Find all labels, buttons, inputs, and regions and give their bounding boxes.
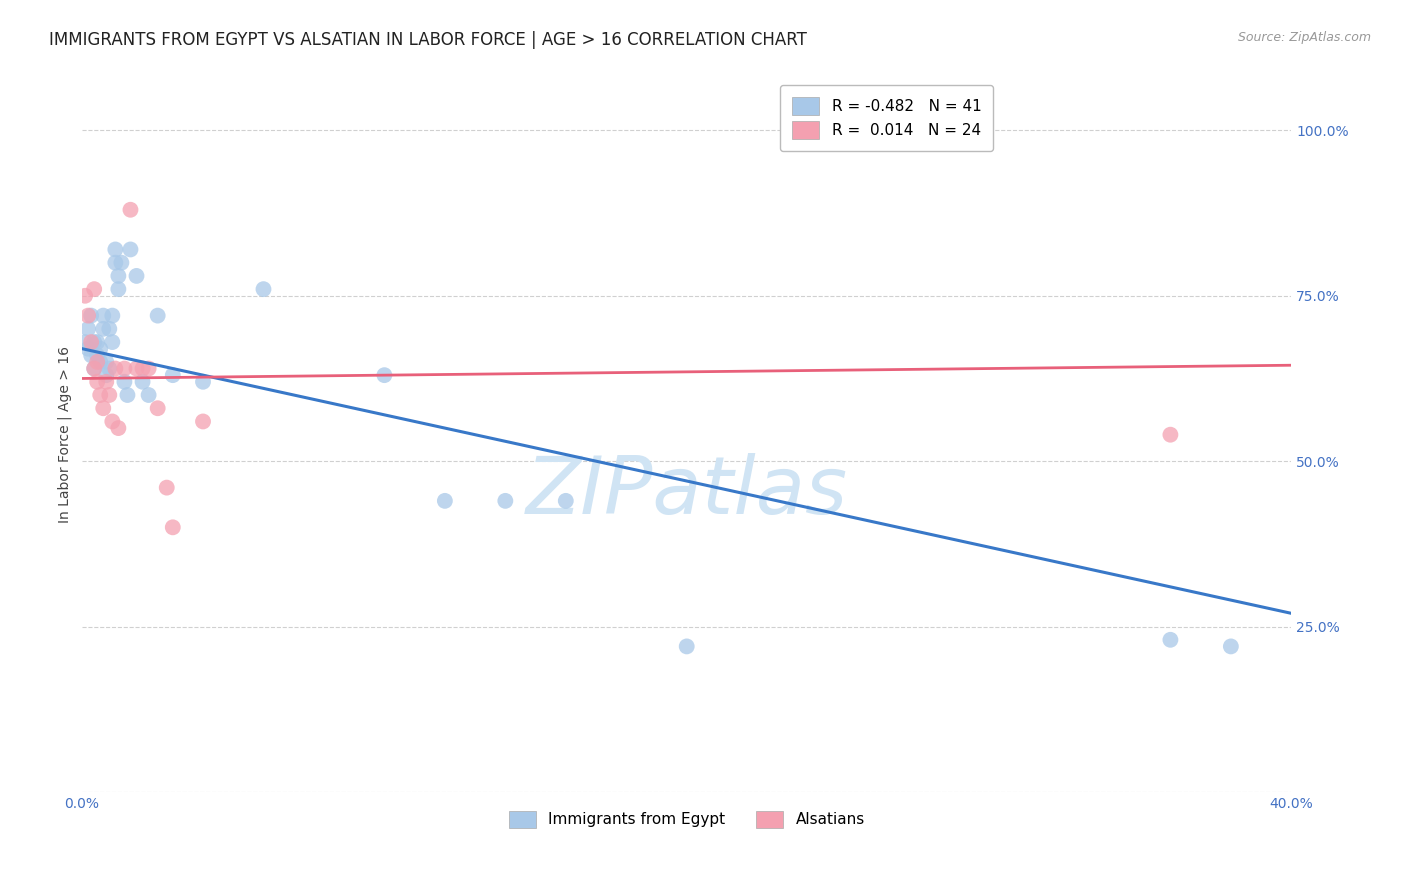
Point <box>80 334 103 349</box>
Point <box>80 348 103 362</box>
Point <box>104 255 127 269</box>
Point <box>162 368 184 383</box>
Point <box>89 388 111 402</box>
Point <box>146 309 169 323</box>
Point <box>98 388 121 402</box>
Point <box>675 640 697 654</box>
Point <box>80 309 103 323</box>
Point <box>101 309 124 323</box>
Point <box>83 334 105 349</box>
Point <box>107 282 129 296</box>
Point <box>86 375 108 389</box>
Point <box>101 414 124 428</box>
Point <box>117 388 139 402</box>
Point <box>156 481 179 495</box>
Point <box>1219 640 1241 654</box>
Point <box>83 282 105 296</box>
Point <box>112 375 135 389</box>
Point <box>107 421 129 435</box>
Point <box>75 334 97 349</box>
Text: IMMIGRANTS FROM EGYPT VS ALSATIAN IN LABOR FORCE | AGE > 16 CORRELATION CHART: IMMIGRANTS FROM EGYPT VS ALSATIAN IN LAB… <box>49 31 807 49</box>
Text: Source: ZipAtlas.com: Source: ZipAtlas.com <box>1237 31 1371 45</box>
Point <box>120 243 142 257</box>
Point <box>77 309 100 323</box>
Point <box>1159 427 1181 442</box>
Point <box>75 289 97 303</box>
Point <box>125 361 148 376</box>
Point <box>554 494 576 508</box>
Point <box>96 355 118 369</box>
Point <box>138 361 160 376</box>
Point <box>101 334 124 349</box>
Point <box>191 375 214 389</box>
Point <box>107 268 129 283</box>
Point <box>112 361 135 376</box>
Point <box>77 322 100 336</box>
Point <box>131 375 153 389</box>
Point <box>104 243 127 257</box>
Point <box>252 282 274 296</box>
Point <box>91 322 114 336</box>
Point <box>98 361 121 376</box>
Point <box>86 348 108 362</box>
Point <box>98 322 121 336</box>
Y-axis label: In Labor Force | Age > 16: In Labor Force | Age > 16 <box>58 346 72 524</box>
Point <box>89 355 111 369</box>
Point <box>1159 632 1181 647</box>
Point <box>89 342 111 356</box>
Point <box>96 375 118 389</box>
Point <box>494 494 516 508</box>
Text: ZIPatlas: ZIPatlas <box>526 453 848 531</box>
Point <box>104 361 127 376</box>
Point <box>110 255 132 269</box>
Point <box>120 202 142 217</box>
Point <box>91 401 114 416</box>
Point <box>125 268 148 283</box>
Point <box>373 368 395 383</box>
Point <box>91 309 114 323</box>
Point <box>191 414 214 428</box>
Point <box>138 388 160 402</box>
Point <box>131 361 153 376</box>
Legend: Immigrants from Egypt, Alsatians: Immigrants from Egypt, Alsatians <box>502 805 870 834</box>
Point <box>96 368 118 383</box>
Point <box>86 334 108 349</box>
Point <box>83 361 105 376</box>
Point <box>83 361 105 376</box>
Point <box>77 342 100 356</box>
Point <box>86 355 108 369</box>
Point <box>433 494 456 508</box>
Point <box>162 520 184 534</box>
Point <box>146 401 169 416</box>
